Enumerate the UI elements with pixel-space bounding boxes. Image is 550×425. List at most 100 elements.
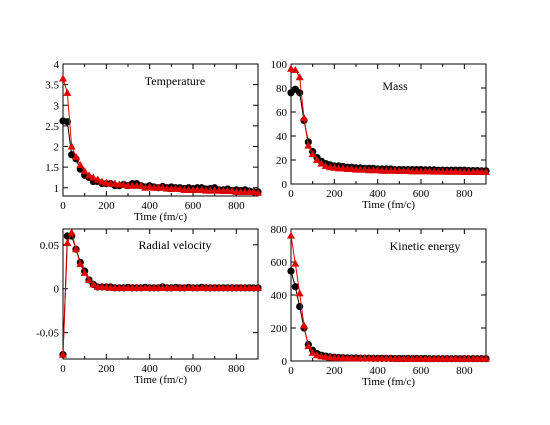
plot-frame: [62, 63, 259, 197]
data-point: [254, 283, 262, 291]
data-point: [119, 180, 128, 188]
data-point: [295, 289, 304, 297]
x-tick-label: 400: [141, 200, 158, 212]
data-point: [300, 114, 308, 121]
y-tick-label: 60: [276, 107, 288, 119]
panel-title: Kinetic energy: [390, 239, 461, 253]
data-point: [59, 350, 67, 358]
x-tick-label: 800: [456, 365, 473, 377]
data-point: [63, 88, 72, 96]
x-axis-label: Time (fm/c): [134, 211, 187, 223]
data-point: [254, 188, 262, 196]
series-triangle: [59, 74, 262, 196]
data-point: [296, 89, 304, 97]
y-tick-label: 1.5: [45, 162, 59, 174]
y-tick-label: -0.05: [36, 328, 59, 340]
y-tick-label: 0: [282, 356, 288, 368]
x-tick-label: 0: [288, 188, 294, 200]
data-point: [287, 231, 295, 239]
x-tick-label: 200: [326, 365, 343, 377]
panel-title: Radial velocity: [139, 238, 212, 252]
x-tick-label: 200: [98, 200, 115, 212]
y-tick-label: 3.5: [45, 80, 59, 92]
y-tick-label: 2.5: [45, 121, 59, 133]
series-triangle: [287, 64, 490, 175]
y-tick-label: 400: [271, 290, 288, 302]
data-point: [80, 268, 89, 276]
data-point: [313, 156, 321, 163]
data-point: [85, 275, 93, 283]
y-tick-label: 100: [271, 59, 288, 71]
y-tick-label: 4: [54, 59, 60, 71]
panel-radial-velocity: 0 200 400 600 800 -0.05 0 0.05 Time (fm/c) Radial…: [36, 228, 262, 386]
y-tick-label: 0: [282, 179, 288, 191]
series-line: [290, 270, 486, 360]
series-circle: [59, 117, 262, 196]
y-tick-label: 3: [54, 100, 60, 112]
data-point: [89, 173, 98, 181]
data-point: [321, 162, 330, 169]
y-tick-label: 20: [276, 155, 288, 167]
data-point: [93, 175, 102, 183]
data-point: [59, 74, 67, 82]
data-point: [304, 342, 313, 350]
data-point: [89, 280, 98, 288]
y-tick-label: 800: [271, 224, 288, 236]
y-tick-label: 200: [271, 323, 288, 335]
x-tick-label: 800: [228, 200, 245, 212]
data-point: [291, 259, 300, 267]
series-circle: [287, 267, 490, 363]
series-line: [62, 235, 258, 355]
x-tick-label: 600: [185, 363, 202, 375]
data-point: [308, 150, 317, 157]
x-tick-label: 0: [60, 200, 66, 212]
x-axis-label: Time (fm/c): [362, 376, 415, 388]
plot-frame: [62, 228, 259, 360]
data-point: [137, 181, 145, 189]
series-triangle: [287, 231, 490, 362]
data-point: [63, 239, 72, 247]
data-point: [67, 142, 76, 150]
data-point: [295, 73, 304, 81]
x-tick-label: 0: [60, 363, 66, 375]
x-tick-label: 200: [98, 363, 115, 375]
y-tick-label: 600: [271, 257, 288, 269]
x-tick-label: 400: [369, 365, 386, 377]
data-point: [85, 171, 93, 179]
data-point: [287, 267, 295, 275]
x-tick-label: 600: [413, 365, 430, 377]
y-tick-label: 40: [276, 131, 288, 143]
plot-frame: [290, 63, 487, 185]
data-point: [67, 228, 76, 236]
panel-title: Temperature: [145, 74, 205, 88]
data-point: [287, 64, 295, 72]
data-point: [308, 348, 317, 356]
y-tick-label: 80: [276, 83, 288, 95]
panel-kinetic-energy: 0 200 400 600 800 0 200 400 600 800 Time (fm/c) Kin…: [271, 224, 490, 388]
data-point: [72, 245, 80, 253]
data-point: [482, 168, 490, 175]
data-point: [72, 152, 80, 160]
y-tick-label: 0: [54, 284, 60, 296]
x-tick-label: 600: [185, 200, 202, 212]
x-tick-label: 400: [141, 363, 158, 375]
x-tick-label: 800: [456, 188, 473, 200]
x-tick-label: 0: [288, 365, 294, 377]
data-point: [300, 321, 308, 329]
data-point: [291, 66, 300, 73]
data-point: [76, 161, 85, 169]
y-tick-label: 0.05: [40, 240, 60, 252]
x-tick-label: 800: [228, 363, 245, 375]
data-point: [291, 283, 299, 291]
panel-mass: 0 200 400 600 800 0 20 40 60 80 100 Time (fm/c) Mass: [271, 59, 490, 211]
data-point: [317, 159, 326, 167]
panel-temperature: 0 200 400 600 800 1 1.5 2 2.5 3 3.5 4 Time (fm/c) Tem…: [45, 59, 262, 223]
y-tick-label: 1: [54, 183, 60, 195]
x-tick-label: 400: [369, 188, 386, 200]
series-triangle: [59, 228, 262, 358]
data-point: [76, 260, 85, 268]
data-point: [80, 167, 89, 175]
data-point: [482, 354, 490, 362]
x-tick-label: 200: [326, 188, 343, 200]
